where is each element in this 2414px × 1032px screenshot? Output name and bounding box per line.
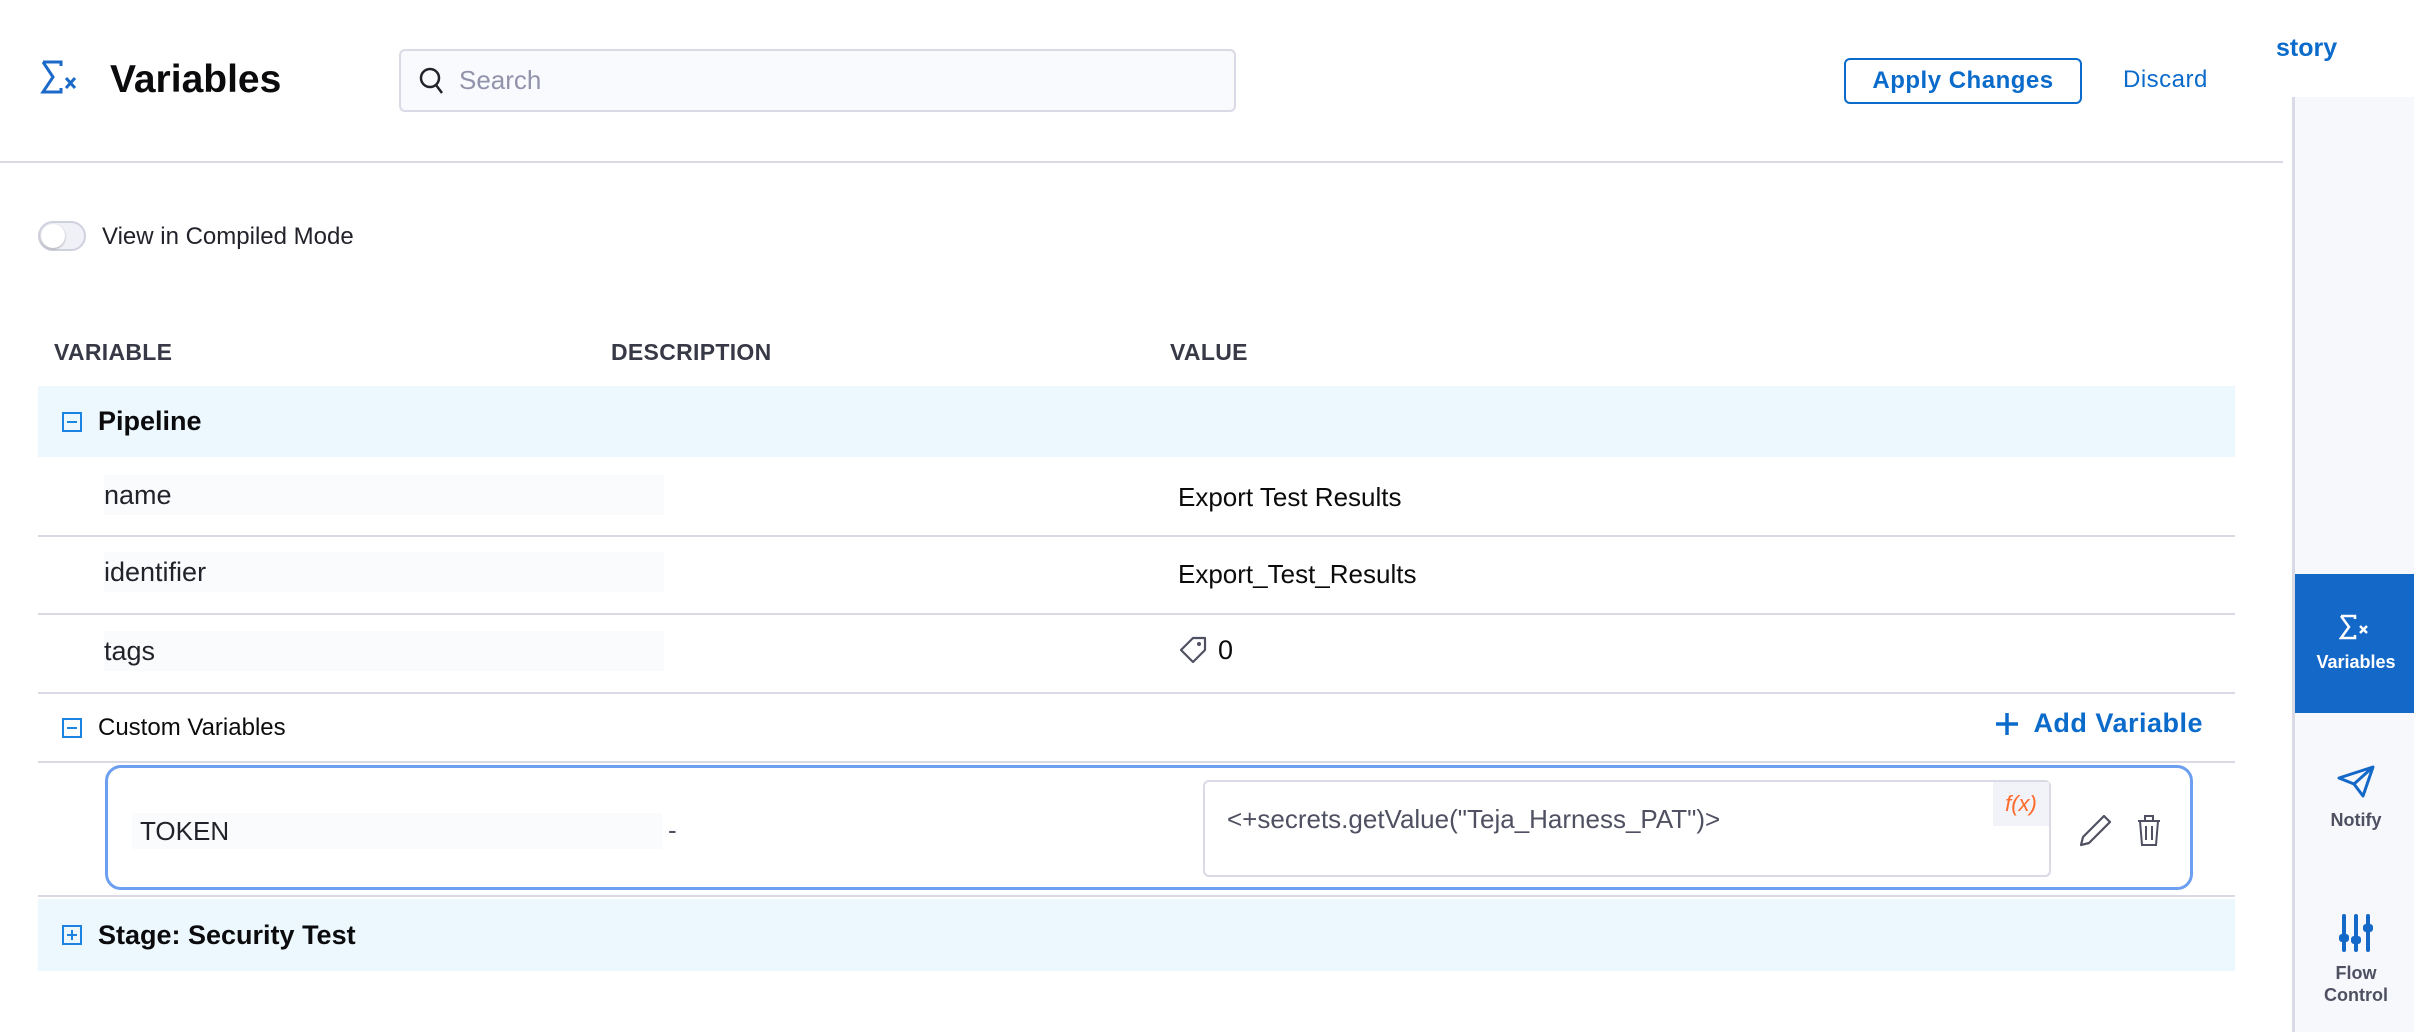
search-box[interactable] xyxy=(399,49,1236,112)
collapse-icon[interactable] xyxy=(62,717,82,738)
fx-icon[interactable]: f(x) xyxy=(1993,782,2049,826)
variable-name: identifier xyxy=(104,552,664,592)
custom-variable-card: TOKEN - <+secrets.getValue("Teja_Harness… xyxy=(105,765,2193,890)
sigma-x-icon xyxy=(40,60,77,94)
delete-icon[interactable] xyxy=(2136,812,2162,848)
sigma-x-icon xyxy=(2339,614,2368,640)
search-input[interactable] xyxy=(459,65,1159,96)
table-row: identifier Export_Test_Results xyxy=(38,537,2235,615)
table-row: tags 0 xyxy=(38,615,2235,694)
variable-value-input[interactable]: <+secrets.getValue("Teja_Harness_PAT")> … xyxy=(1203,780,2051,877)
tags-count: 0 xyxy=(1218,635,1234,665)
add-variable-button[interactable]: Add Variable xyxy=(1995,708,2203,739)
history-tab[interactable]: story xyxy=(2276,34,2338,62)
rail-label: Notify xyxy=(2330,809,2382,830)
discard-button[interactable]: Discard xyxy=(2123,66,2208,93)
variable-value: Export_Test_Results xyxy=(1178,559,1417,589)
search-icon xyxy=(419,67,443,94)
tag-icon xyxy=(1179,636,1207,663)
apply-changes-button[interactable]: Apply Changes xyxy=(1844,58,2082,104)
edit-icon[interactable] xyxy=(2078,812,2112,848)
right-rail: Variables Notify Flow Control xyxy=(2292,97,2414,1032)
stage-group-header[interactable]: Stage: Security Test xyxy=(38,899,2235,971)
compiled-mode-label: View in Compiled Mode xyxy=(102,223,354,250)
compiled-mode-toggle[interactable] xyxy=(38,221,86,251)
variable-description: - xyxy=(668,815,677,845)
rail-label: Flow Control xyxy=(2324,962,2388,1005)
group-label: Custom Variables xyxy=(98,713,286,741)
group-label: Stage: Security Test xyxy=(98,919,356,950)
rail-item-flow-control[interactable]: Flow Control xyxy=(2295,892,2414,1027)
divider xyxy=(38,895,2235,897)
custom-variables-header: Custom Variables Add Variable xyxy=(38,694,2235,763)
rail-label: Variables xyxy=(2316,652,2396,672)
page-title: Variables xyxy=(110,58,282,101)
table-row: name Export Test Results xyxy=(38,457,2235,537)
plus-icon xyxy=(1996,712,2019,735)
column-header-description: DESCRIPTION xyxy=(611,339,772,365)
pipeline-group-header[interactable]: Pipeline xyxy=(38,386,2235,457)
variable-value: Export Test Results xyxy=(1178,482,1402,512)
variable-name: TOKEN xyxy=(132,813,662,849)
variable-value: <+secrets.getValue("Teja_Harness_PAT")> xyxy=(1227,804,1721,834)
add-variable-label: Add Variable xyxy=(2033,708,2203,738)
rail-item-variables[interactable]: Variables xyxy=(2295,574,2414,713)
expand-icon[interactable] xyxy=(62,925,82,945)
collapse-icon[interactable] xyxy=(62,411,82,432)
header-divider xyxy=(0,161,2283,163)
sliders-icon xyxy=(2339,913,2373,952)
group-label: Pipeline xyxy=(98,406,202,436)
column-header-variable: VARIABLE xyxy=(54,339,173,365)
variable-name: name xyxy=(104,475,664,515)
rail-item-notify[interactable]: Notify xyxy=(2295,737,2414,857)
column-header-value: VALUE xyxy=(1170,339,1248,365)
variable-name: tags xyxy=(104,631,664,671)
paper-plane-icon xyxy=(2337,765,2375,797)
